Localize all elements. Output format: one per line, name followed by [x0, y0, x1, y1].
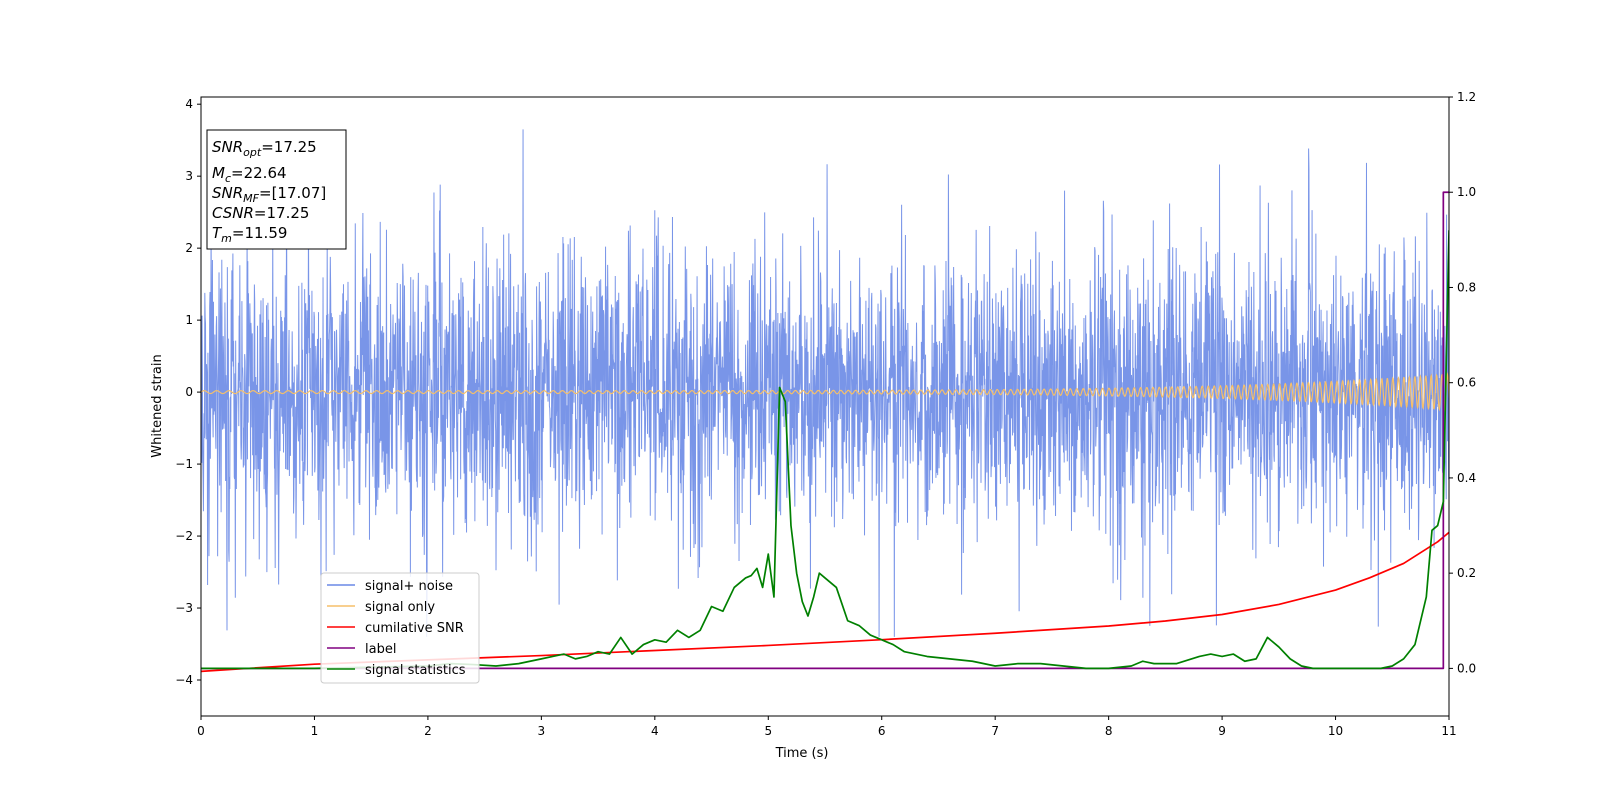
y-tick-label: −1 — [175, 457, 193, 471]
y2-tick-label: 1.2 — [1457, 90, 1476, 104]
legend-label-signal-statistics: signal statistics — [365, 663, 466, 678]
series-signal-only — [201, 372, 1449, 412]
y-tick-label: 0 — [185, 385, 193, 399]
x-tick-label: 2 — [424, 724, 432, 738]
x-tick-label: 7 — [991, 724, 999, 738]
y-tick-label: −2 — [175, 529, 193, 543]
y2-tick-label: 0.4 — [1457, 471, 1476, 485]
legend: signal+ noise signal only cumilative SNR… — [320, 572, 480, 684]
x-tick-label: 6 — [878, 724, 886, 738]
info-tm: Tm=11.59 — [212, 224, 287, 245]
info-box: SNRopt=17.25 Mc=22.64 SNRMF=[17.07] CSNR… — [206, 129, 347, 250]
y2-tick-label: 0.2 — [1457, 566, 1476, 580]
x-tick-label: 4 — [651, 724, 659, 738]
y-tick-label: 4 — [185, 97, 193, 111]
series-signal-noise — [201, 129, 1449, 637]
legend-frame — [320, 572, 480, 684]
y2-tick-label: 0.8 — [1457, 280, 1476, 294]
x-tick-label: 10 — [1328, 724, 1343, 738]
x-tick-label: 9 — [1218, 724, 1226, 738]
axis-ticks: 0 1 2 3 4 5 6 7 8 9 10 11 −4 −3 −2 −1 0 1 2 3 4 0.0 0.2 0.4 0.6 0… — [175, 90, 1476, 738]
info-mc: Mc=22.64 — [212, 164, 287, 185]
legend-label-cumulative-snr: cumilative SNR — [365, 621, 464, 636]
y2-tick-label: 1.0 — [1457, 185, 1476, 199]
axes-frame — [200, 96, 1450, 717]
series-signal-statistics — [201, 230, 1449, 670]
y-tick-label: −4 — [175, 673, 193, 687]
info-csnr: CSNR=17.25 — [212, 204, 309, 222]
y-tick-label: 2 — [185, 241, 193, 255]
y2-tick-label: 0.6 — [1457, 376, 1476, 390]
legend-label-signal-noise: signal+ noise — [365, 579, 453, 594]
x-tick-label: 0 — [197, 724, 205, 738]
info-box-frame — [206, 129, 347, 250]
info-snr-opt: SNRopt=17.25 — [212, 138, 317, 159]
y-tick-label: −3 — [175, 601, 193, 615]
y-axis-label: Whitened strain — [150, 354, 165, 457]
series-cumulative-snr — [201, 531, 1449, 673]
x-tick-label: 5 — [764, 724, 772, 738]
series-label — [201, 191, 1449, 670]
x-tick-label: 3 — [538, 724, 546, 738]
x-axis-label: Time (s) — [775, 746, 829, 761]
x-tick-label: 11 — [1441, 724, 1456, 738]
x-tick-label: 8 — [1105, 724, 1113, 738]
info-snr-mf: SNRMF=[17.07] — [212, 184, 326, 205]
y-tick-label: 1 — [185, 313, 193, 327]
y2-tick-label: 0.0 — [1457, 661, 1476, 675]
plot-area — [201, 129, 1449, 673]
legend-label-label: label — [365, 642, 396, 657]
x-tick-label: 1 — [311, 724, 319, 738]
legend-label-signal-only: signal only — [365, 600, 435, 615]
y-tick-label: 3 — [185, 169, 193, 183]
